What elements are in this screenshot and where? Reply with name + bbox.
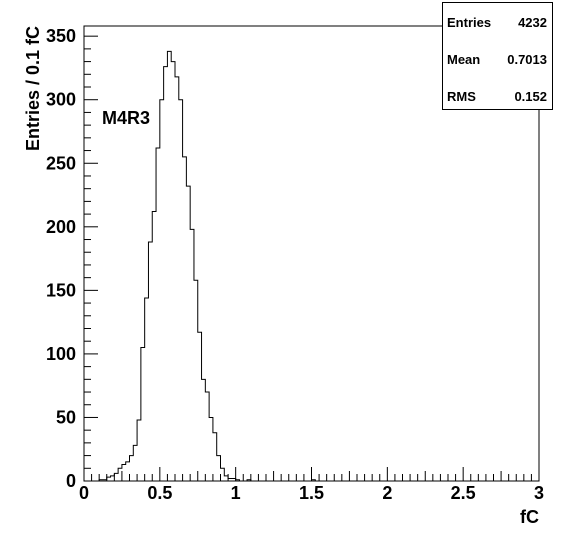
stats-label: RMS [447, 89, 476, 104]
x-tick-label: 3 [534, 483, 544, 503]
x-axis-label: fC [520, 507, 539, 527]
y-tick-label: 350 [46, 26, 76, 46]
histogram-line [84, 50, 539, 482]
y-tick-label: 0 [66, 471, 76, 491]
y-tick-label: 100 [46, 344, 76, 364]
stats-row-rms: RMS 0.152 [447, 89, 547, 105]
stats-label: Entries [447, 15, 492, 30]
stats-row-mean: Mean 0.7013 [447, 52, 547, 68]
stats-label: Mean [447, 52, 481, 67]
y-tick-label: 50 [56, 407, 76, 427]
stats-box: Entries 4232 Mean 0.7013 RMS 0.152 [442, 2, 553, 110]
annotation-label: M4R3 [102, 108, 150, 128]
y-tick-label: 300 [46, 90, 76, 110]
stats-value: 0.152 [514, 89, 547, 104]
y-tick-label: 200 [46, 217, 76, 237]
y-axis-label: Entries / 0.1 fC [23, 26, 43, 151]
y-tick-label: 250 [46, 153, 76, 173]
y-tick-label: 150 [46, 280, 76, 300]
x-tick-label: 1.5 [299, 483, 324, 503]
stats-row-entries: Entries 4232 [447, 15, 547, 31]
x-tick-label: 0.5 [147, 483, 172, 503]
x-tick-label: 2 [382, 483, 392, 503]
x-tick-label: 0 [79, 483, 89, 503]
x-tick-label: 2.5 [451, 483, 476, 503]
stats-value: 0.7013 [507, 52, 547, 67]
x-tick-label: 1 [231, 483, 241, 503]
stats-value: 4232 [518, 15, 547, 30]
x-axis-ticks: 0 0.5 1 1.5 2 2.5 3 [79, 467, 544, 503]
y-axis-ticks: 0 50 100 150 200 250 300 350 [46, 26, 98, 491]
